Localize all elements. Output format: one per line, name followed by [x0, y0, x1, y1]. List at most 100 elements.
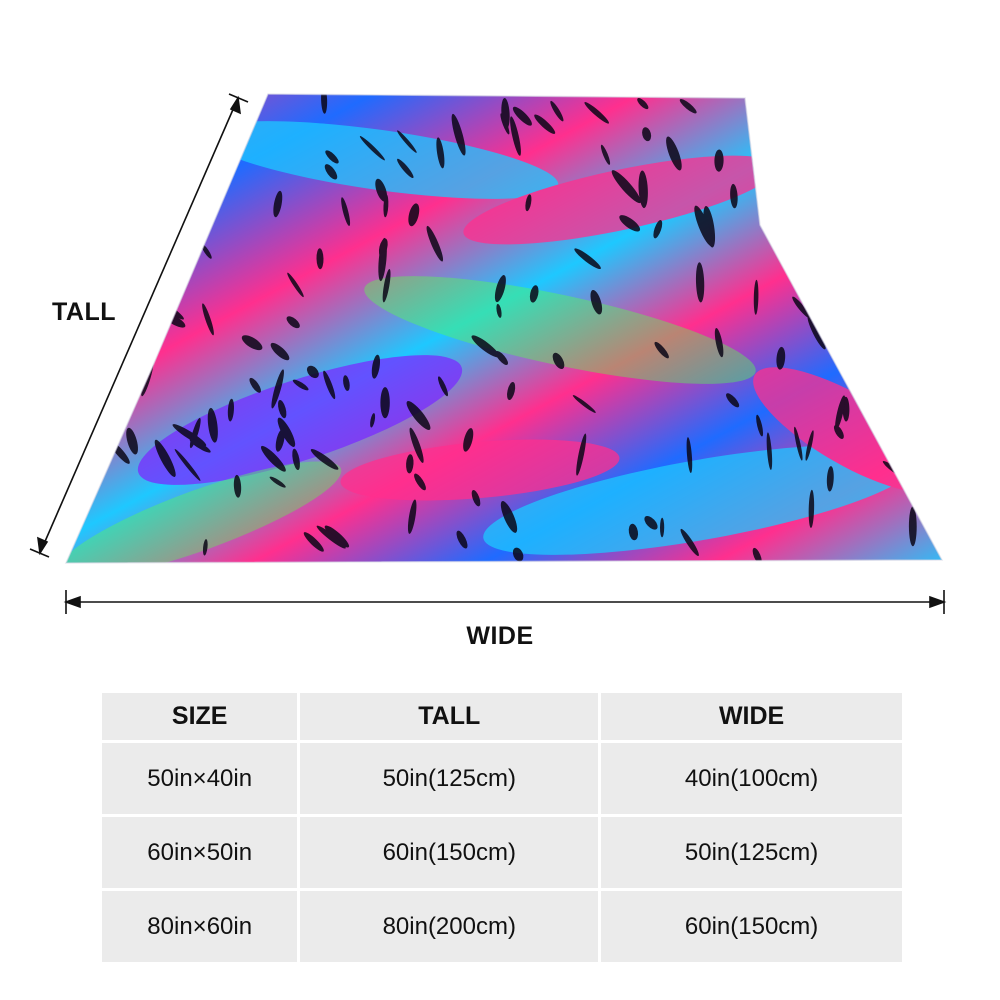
tie-dye-streak — [277, 417, 296, 447]
tie-dye-streak — [835, 395, 846, 431]
tie-dye-streak — [341, 197, 351, 226]
tie-dye-streak — [271, 369, 284, 409]
tie-dye-streak — [303, 532, 324, 552]
tie-dye-streak — [380, 387, 390, 419]
cell-size: 60in×50in — [102, 817, 298, 888]
tie-dye-streak — [286, 316, 300, 329]
cell-size: 50in×40in — [102, 743, 298, 814]
tie-dye-streak — [807, 315, 826, 350]
tie-dye-streak — [471, 490, 481, 507]
tie-dye-streak — [397, 130, 417, 153]
tall-dimension-arrow — [29, 93, 249, 558]
header-size: SIZE — [102, 693, 298, 740]
tie-dye-streak — [408, 203, 420, 227]
tie-dye-streak — [600, 144, 611, 165]
cell-tall: 50in(125cm) — [300, 743, 599, 814]
tie-dye-streak — [525, 194, 532, 212]
tie-dye-streak — [642, 127, 652, 142]
tie-dye-streak — [666, 136, 682, 171]
tie-dye-streak — [494, 275, 506, 303]
tie-dye-streak — [628, 523, 639, 541]
tie-dye-streak — [323, 370, 336, 400]
tie-dye-streak — [154, 439, 176, 478]
tie-dye-streak — [730, 183, 738, 209]
tie-dye-streak — [202, 539, 208, 556]
tie-dye-streak — [584, 102, 609, 124]
tie-dye-streak — [619, 215, 641, 232]
tie-dye-streak — [576, 433, 587, 476]
cell-tall: 60in(150cm) — [300, 817, 599, 888]
tie-dye-streak — [659, 517, 665, 538]
tie-dye-streak — [714, 327, 724, 358]
tie-dye-streak — [436, 137, 445, 169]
tie-dye-streak — [714, 149, 724, 172]
tie-dye-streak — [406, 454, 414, 474]
tie-dye-streak — [756, 414, 764, 437]
table-row: 80in×60in 80in(200cm) 60in(150cm) — [102, 891, 902, 962]
tie-dye-streak — [638, 170, 648, 209]
tie-dye-streak — [189, 438, 211, 453]
tie-dye-streak — [292, 379, 309, 391]
tie-dye-streak — [273, 190, 283, 218]
tie-dye-streak — [275, 429, 285, 452]
tie-dye-streak — [174, 448, 201, 481]
tie-dye-streak — [343, 375, 350, 391]
tie-dye-streak — [507, 381, 516, 401]
tie-dye-streak — [529, 285, 539, 303]
wide-label: WIDE — [466, 622, 534, 650]
tie-dye-streak — [371, 354, 381, 379]
tie-dye-streak — [321, 94, 328, 114]
tie-dye-streak — [500, 500, 518, 533]
tie-dye-streak — [766, 432, 773, 471]
tie-dye-streak — [794, 426, 803, 461]
tie-dye-streak — [679, 98, 697, 114]
tie-dye-streak — [512, 547, 524, 562]
tie-dye-streak — [233, 474, 242, 498]
tie-dye-streak — [552, 352, 565, 369]
wide-dimension-arrow-ends — [63, 590, 947, 614]
tie-dye-streak — [534, 114, 556, 134]
table-row: 60in×50in 60in(150cm) 50in(125cm) — [102, 817, 902, 888]
tie-dye-streak — [644, 515, 658, 530]
tie-dye-streak — [316, 525, 346, 549]
header-tall: TALL — [300, 693, 599, 740]
tie-dye-streak — [292, 448, 300, 471]
tie-dye-streak — [278, 399, 287, 419]
tie-dye-streak — [202, 303, 214, 336]
cell-tall: 80in(200cm) — [300, 891, 599, 962]
cell-wide: 60in(150cm) — [601, 891, 902, 962]
tie-dye-streak — [406, 401, 431, 430]
tie-dye-streak — [207, 407, 218, 443]
tie-dye-streak — [306, 365, 319, 379]
table-row: 50in×40in 50in(125cm) 40in(100cm) — [102, 743, 902, 814]
blanket-illustration — [29, 93, 944, 564]
tie-dye-streak — [826, 466, 834, 492]
tie-dye-streak — [680, 528, 699, 556]
tie-dye-streak — [227, 398, 234, 422]
tie-dye-streak — [512, 106, 532, 126]
tie-dye-streak — [270, 342, 290, 361]
tie-dye-streak — [805, 430, 814, 461]
tie-dye-streak — [414, 473, 426, 491]
tie-dye-streak — [776, 346, 786, 370]
tall-label: TALL — [52, 298, 117, 326]
tie-dye-streak — [510, 116, 521, 156]
tie-dye-streak — [501, 98, 510, 129]
tie-dye-streak — [407, 499, 417, 534]
tie-dye-streak — [269, 476, 286, 488]
tie-dye-streak — [409, 427, 424, 463]
tie-dye-streak — [637, 98, 649, 110]
tie-dye-streak — [359, 136, 385, 161]
tie-dye-streak — [378, 237, 387, 282]
tie-dye-streak — [426, 225, 444, 262]
tie-dye-streak — [572, 395, 596, 413]
tie-dye-streak — [496, 303, 502, 318]
cell-size: 80in×60in — [102, 891, 298, 962]
tie-dye-streak — [611, 170, 641, 204]
tie-dye-streak — [654, 341, 669, 359]
size-table: SIZE TALL WIDE 50in×40in 50in(125cm) 40i… — [99, 690, 905, 965]
tie-dye-streak — [324, 525, 350, 548]
tie-dye-streak — [375, 178, 388, 202]
cell-wide: 50in(125cm) — [601, 817, 902, 888]
tie-dye-streak — [437, 376, 449, 397]
